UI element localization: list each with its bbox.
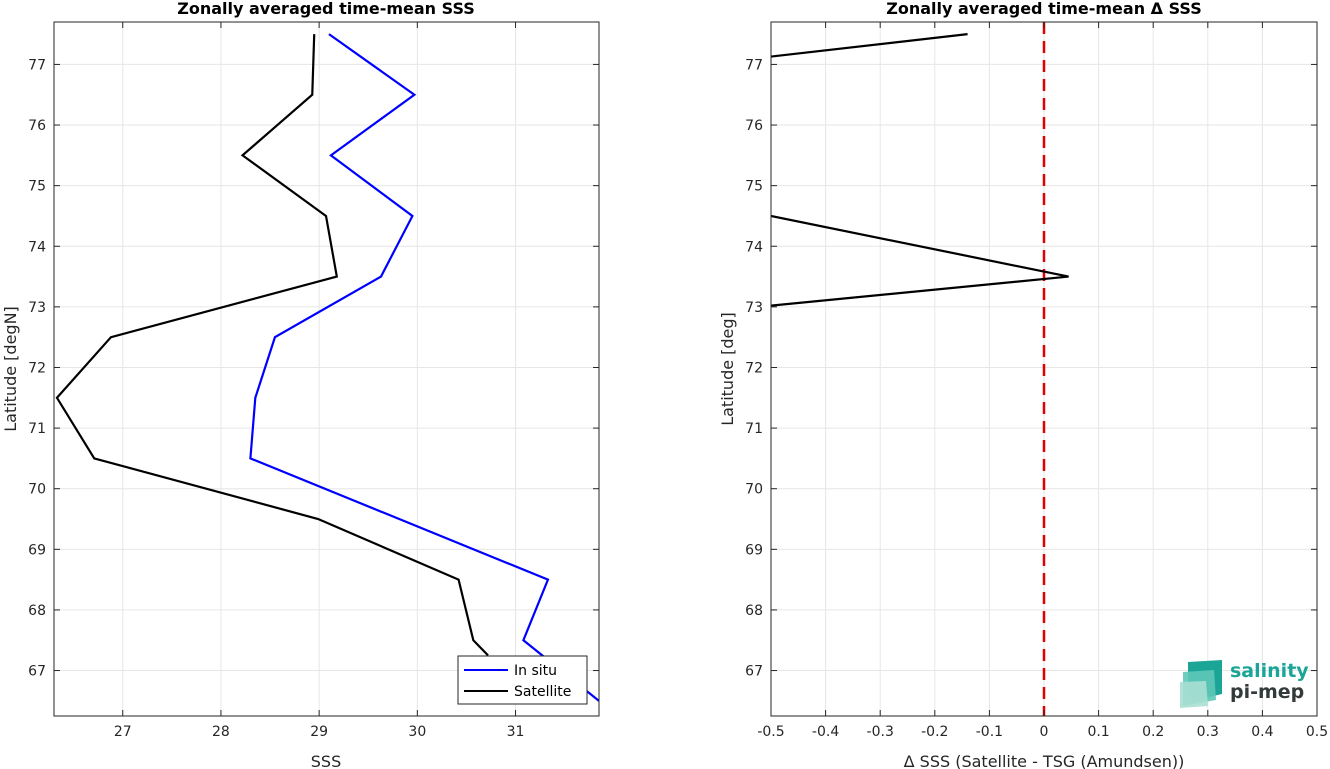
logo-text-salinity: salinity (1230, 660, 1309, 682)
left-axes-box (53, 21, 600, 717)
y-tick-label: 69 (28, 542, 46, 558)
y-tick-label: 76 (28, 118, 46, 134)
delta-series-line-1 (771, 33, 968, 58)
x-tick-label: -0.1 (976, 724, 1003, 740)
y-tick-label: 77 (28, 57, 46, 73)
right-chart-panel: Zonally averaged time-mean Δ SSS -0.5 -0.… (718, 0, 1328, 769)
left-chart-panel: Zonally averaged time-mean SSS 27 28 29 30 3… (1, 0, 600, 769)
x-tick-label: 28 (212, 724, 230, 740)
left-x-axis-label: SSS (311, 752, 341, 769)
right-y-axis-label: Latitude [deg] (718, 312, 737, 426)
y-tick-label: 70 (28, 482, 46, 498)
y-tick-label: 68 (28, 603, 46, 619)
legend-label-in-situ: In situ (514, 663, 557, 679)
left-y-axis-label: Latitude [degN] (1, 306, 20, 432)
y-tick-label: 68 (745, 603, 763, 619)
y-tick-label: 72 (28, 360, 46, 376)
delta-series-line-2 (771, 214, 1069, 307)
left-chart-title: Zonally averaged time-mean SSS (177, 0, 475, 18)
y-tick-label: 67 (745, 664, 763, 680)
left-ticks: 27 28 29 30 31 67 68 69 70 71 72 73 74 75 76 77 (28, 22, 599, 740)
x-tick-label: 29 (310, 724, 328, 740)
legend-label-satellite: Satellite (514, 684, 571, 700)
y-tick-label: 74 (745, 239, 763, 255)
y-tick-label: 73 (28, 300, 46, 316)
y-tick-label: 75 (745, 179, 763, 195)
x-tick-label: 0.2 (1142, 724, 1164, 740)
x-tick-label: -0.4 (812, 724, 839, 740)
y-tick-label: 72 (745, 360, 763, 376)
x-tick-label: 0.1 (1087, 724, 1109, 740)
right-ticks: -0.5 -0.4 -0.3 -0.2 -0.1 0 0.1 0.2 0.3 0.4 0.5 67 68… (745, 22, 1328, 740)
legend: In situ Satellite (457, 655, 588, 705)
y-tick-label: 75 (28, 179, 46, 195)
y-tick-label: 77 (745, 57, 763, 73)
x-tick-label: 0.3 (1197, 724, 1219, 740)
y-tick-label: 76 (745, 118, 763, 134)
y-tick-label: 74 (28, 239, 46, 255)
y-tick-label: 71 (28, 421, 46, 437)
left-series-lines (55, 33, 599, 702)
logo-text-pi-mep: pi-mep (1230, 681, 1304, 703)
x-tick-label: 27 (114, 724, 132, 740)
y-tick-label: 71 (745, 421, 763, 437)
y-tick-label: 73 (745, 300, 763, 316)
x-tick-label: 0.5 (1306, 724, 1328, 740)
x-tick-label: 0 (1040, 724, 1049, 740)
x-tick-label: 0.4 (1251, 724, 1273, 740)
series-line-satellite (55, 34, 489, 657)
y-tick-label: 69 (745, 542, 763, 558)
x-tick-label: -0.5 (757, 724, 784, 740)
salinity-pi-mep-logo: salinity pi-mep (1180, 660, 1309, 708)
right-chart-title: Zonally averaged time-mean Δ SSS (886, 0, 1202, 18)
left-grid (54, 22, 599, 716)
x-tick-label: -0.2 (921, 724, 948, 740)
right-x-axis-label: Δ SSS (Satellite - TSG (Amundsen)) (904, 752, 1185, 769)
series-line-in-situ (249, 33, 599, 702)
right-series-lines (771, 33, 1069, 307)
x-tick-label: -0.3 (867, 724, 894, 740)
y-tick-label: 70 (745, 482, 763, 498)
x-tick-label: 31 (507, 724, 525, 740)
left-plot-area (54, 22, 599, 716)
y-tick-label: 67 (28, 664, 46, 680)
x-tick-label: 30 (408, 724, 426, 740)
logo-mark-light (1180, 681, 1208, 708)
legend-box (457, 655, 588, 705)
